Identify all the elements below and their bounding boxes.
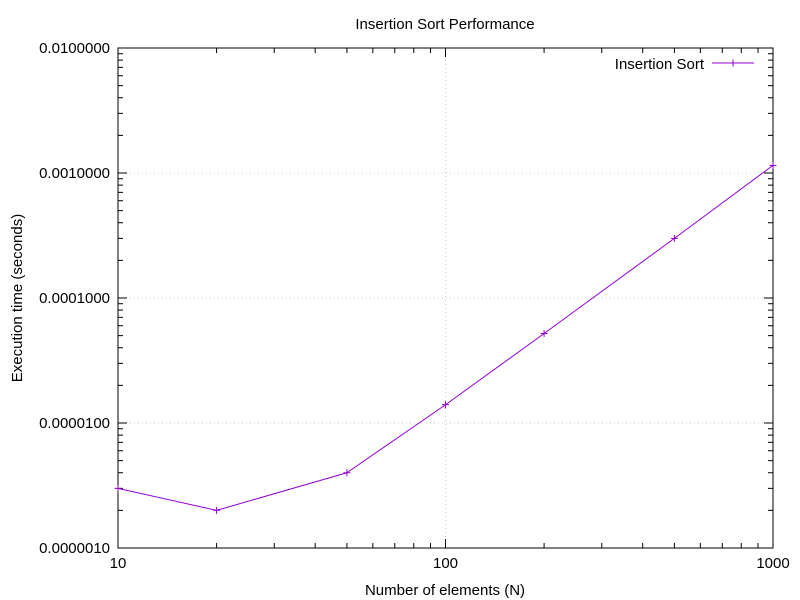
y-axis-tick-labels: 0.0000010 0.0000100 0.0001000 0.0010000 0.01… xyxy=(39,40,110,557)
x-tick-label: 1000 xyxy=(756,555,789,572)
x-tick-label: 10 xyxy=(110,555,127,572)
data-point xyxy=(769,161,777,169)
x-axis-label: Number of elements (N) xyxy=(365,582,525,599)
data-point xyxy=(114,484,122,492)
chart-title: Insertion Sort Performance xyxy=(355,16,534,33)
y-tick-label: 0.0000100 xyxy=(39,415,110,432)
legend-marker-plus xyxy=(729,59,737,67)
y-tick-label: 0.0001000 xyxy=(39,290,110,307)
series-layer xyxy=(114,161,777,514)
y-tick-label: 0.0000010 xyxy=(39,540,110,557)
axis-ticks xyxy=(117,47,774,549)
series-line xyxy=(117,165,774,511)
data-point xyxy=(670,234,678,242)
y-axis-label: Execution time (seconds) xyxy=(9,214,26,382)
legend-label: Insertion Sort xyxy=(615,56,705,73)
data-point xyxy=(213,506,221,514)
data-point xyxy=(442,401,449,409)
x-tick-label: 100 xyxy=(433,555,458,572)
data-point xyxy=(540,329,548,337)
y-tick-label: 0.0100000 xyxy=(39,40,110,57)
legend: Insertion Sort xyxy=(615,56,754,73)
y-tick-label: 0.0010000 xyxy=(39,165,110,182)
legend-marker xyxy=(729,59,737,67)
data-point xyxy=(343,469,351,477)
x-axis-tick-labels: 10 100 1000 xyxy=(110,555,790,572)
grid-lines xyxy=(118,48,773,548)
